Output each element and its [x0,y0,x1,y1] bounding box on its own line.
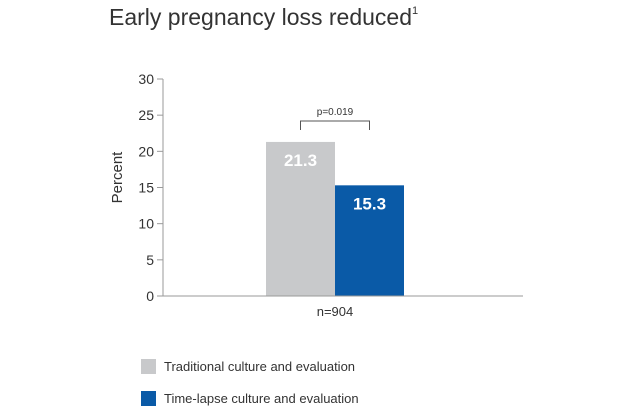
legend: Traditional culture and evaluation Time-l… [141,356,359,420]
p-value-label: p=0.019 [317,107,354,118]
bar-chart: 0 5 10 15 20 25 30 Percent 21.3 15.3 p=0.019 n=9… [109,71,523,319]
legend-swatch [141,390,156,406]
bar-value-label: 15.3 [353,194,386,213]
y-tick-label: 20 [138,143,154,159]
y-tick-label: 0 [146,288,154,304]
legend-item: Time-lapse culture and evaluation [141,388,359,408]
legend-label: Traditional culture and evaluation [164,358,356,374]
chart-title: Early pregnancy loss reduced1 [109,4,418,31]
significance-bracket [300,120,370,130]
bar-value-label: 21.3 [284,151,317,170]
bars: 21.3 15.3 [266,141,404,296]
title-footnote-ref: 1 [412,5,419,18]
significance-annotation: p=0.019 [300,107,370,130]
y-axis-label: Percent [109,151,126,204]
x-category-label: n=904 [317,304,354,319]
y-tick-label: 25 [138,107,154,123]
bar-traditional [266,141,335,296]
legend-item: Traditional culture and evaluation [141,356,359,376]
y-axis: 0 5 10 15 20 25 30 Percent [109,71,164,304]
y-tick-label: 5 [146,252,154,268]
y-tick-label: 30 [138,71,154,87]
x-axis: n=904 [163,295,523,319]
legend-swatch [141,358,156,374]
y-tick-label: 15 [138,180,154,196]
bar-time-lapse [335,185,404,296]
legend-label: Time-lapse culture and evaluation [164,390,359,406]
chart-title-text: Early pregnancy loss reduced [109,4,412,30]
y-tick-label: 10 [138,216,154,232]
